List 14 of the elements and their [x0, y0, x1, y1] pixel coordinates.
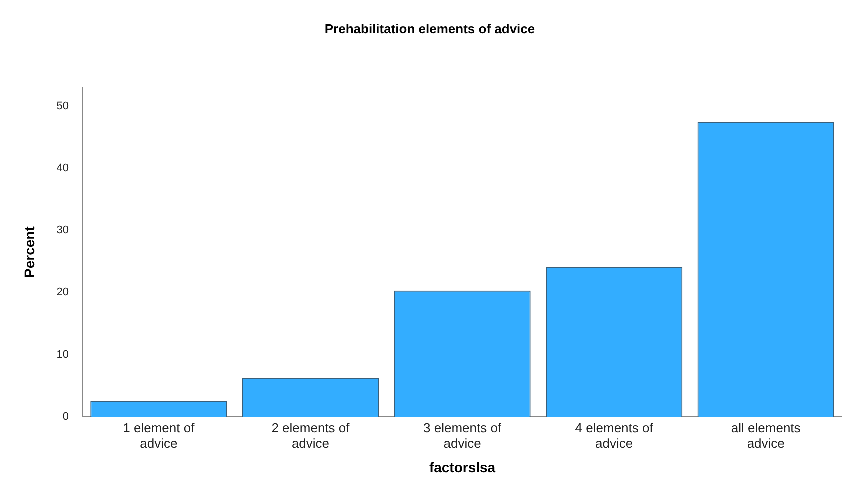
y-tick-label: 0 [62, 411, 70, 424]
y-axis-title: Percent [21, 226, 38, 278]
chart-title: Prehabilitation elements of advice [324, 21, 536, 36]
x-tick-label: all elements advice [731, 420, 802, 451]
y-tick-label: 20 [56, 286, 70, 299]
y-tick-label: 30 [56, 224, 70, 237]
x-axis-title: factorslsa [429, 459, 496, 476]
y-tick-label: 40 [56, 162, 70, 174]
y-tick-label: 10 [56, 348, 70, 361]
x-tick-label: 2 elements of advice [272, 420, 350, 451]
x-tick-label: 3 elements of advice [423, 420, 502, 451]
y-tick-label: 50 [56, 100, 70, 112]
x-tick-label: 1 element of advice [123, 420, 196, 451]
x-tick-label: 4 elements of advice [575, 420, 654, 451]
